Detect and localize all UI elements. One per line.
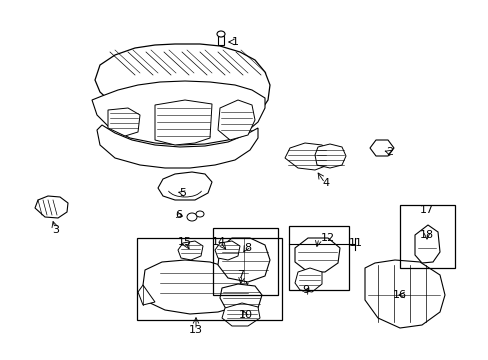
Text: 2: 2 — [386, 147, 393, 157]
Text: 13: 13 — [189, 325, 203, 335]
Bar — [137, 238, 282, 320]
Text: 3: 3 — [52, 225, 60, 235]
Polygon shape — [142, 260, 249, 314]
Text: 15: 15 — [178, 237, 192, 247]
Text: 12: 12 — [320, 233, 334, 243]
Polygon shape — [95, 44, 269, 124]
Text: 10: 10 — [239, 310, 252, 320]
Text: 17: 17 — [419, 205, 433, 215]
Text: 11: 11 — [348, 238, 362, 248]
Polygon shape — [220, 284, 262, 313]
Text: 18: 18 — [419, 230, 433, 240]
Text: 4: 4 — [322, 178, 329, 188]
Polygon shape — [369, 140, 393, 156]
Text: 9: 9 — [302, 285, 309, 295]
Ellipse shape — [186, 213, 197, 221]
Polygon shape — [314, 144, 346, 168]
Polygon shape — [35, 196, 68, 218]
Polygon shape — [138, 285, 155, 305]
Polygon shape — [294, 268, 321, 292]
Bar — [288, 226, 348, 290]
Text: 16: 16 — [392, 290, 406, 300]
Polygon shape — [364, 260, 444, 328]
Ellipse shape — [217, 31, 224, 37]
Polygon shape — [218, 100, 254, 140]
Bar — [399, 205, 454, 268]
Bar — [218, 36, 224, 45]
Polygon shape — [285, 143, 329, 170]
Ellipse shape — [196, 211, 203, 217]
Text: 14: 14 — [211, 237, 225, 247]
Polygon shape — [97, 125, 258, 168]
Polygon shape — [108, 108, 140, 136]
Polygon shape — [155, 100, 212, 145]
Polygon shape — [158, 172, 212, 200]
Polygon shape — [178, 241, 203, 260]
Text: 8: 8 — [244, 243, 251, 253]
Polygon shape — [294, 238, 339, 272]
Polygon shape — [92, 81, 264, 145]
Bar — [213, 228, 278, 295]
Text: 7: 7 — [237, 270, 244, 280]
Polygon shape — [215, 241, 240, 260]
Polygon shape — [218, 238, 269, 282]
Text: 5: 5 — [179, 188, 186, 198]
Text: 6: 6 — [175, 210, 182, 220]
Text: 1: 1 — [231, 37, 238, 47]
Polygon shape — [414, 225, 439, 263]
Polygon shape — [222, 303, 260, 326]
